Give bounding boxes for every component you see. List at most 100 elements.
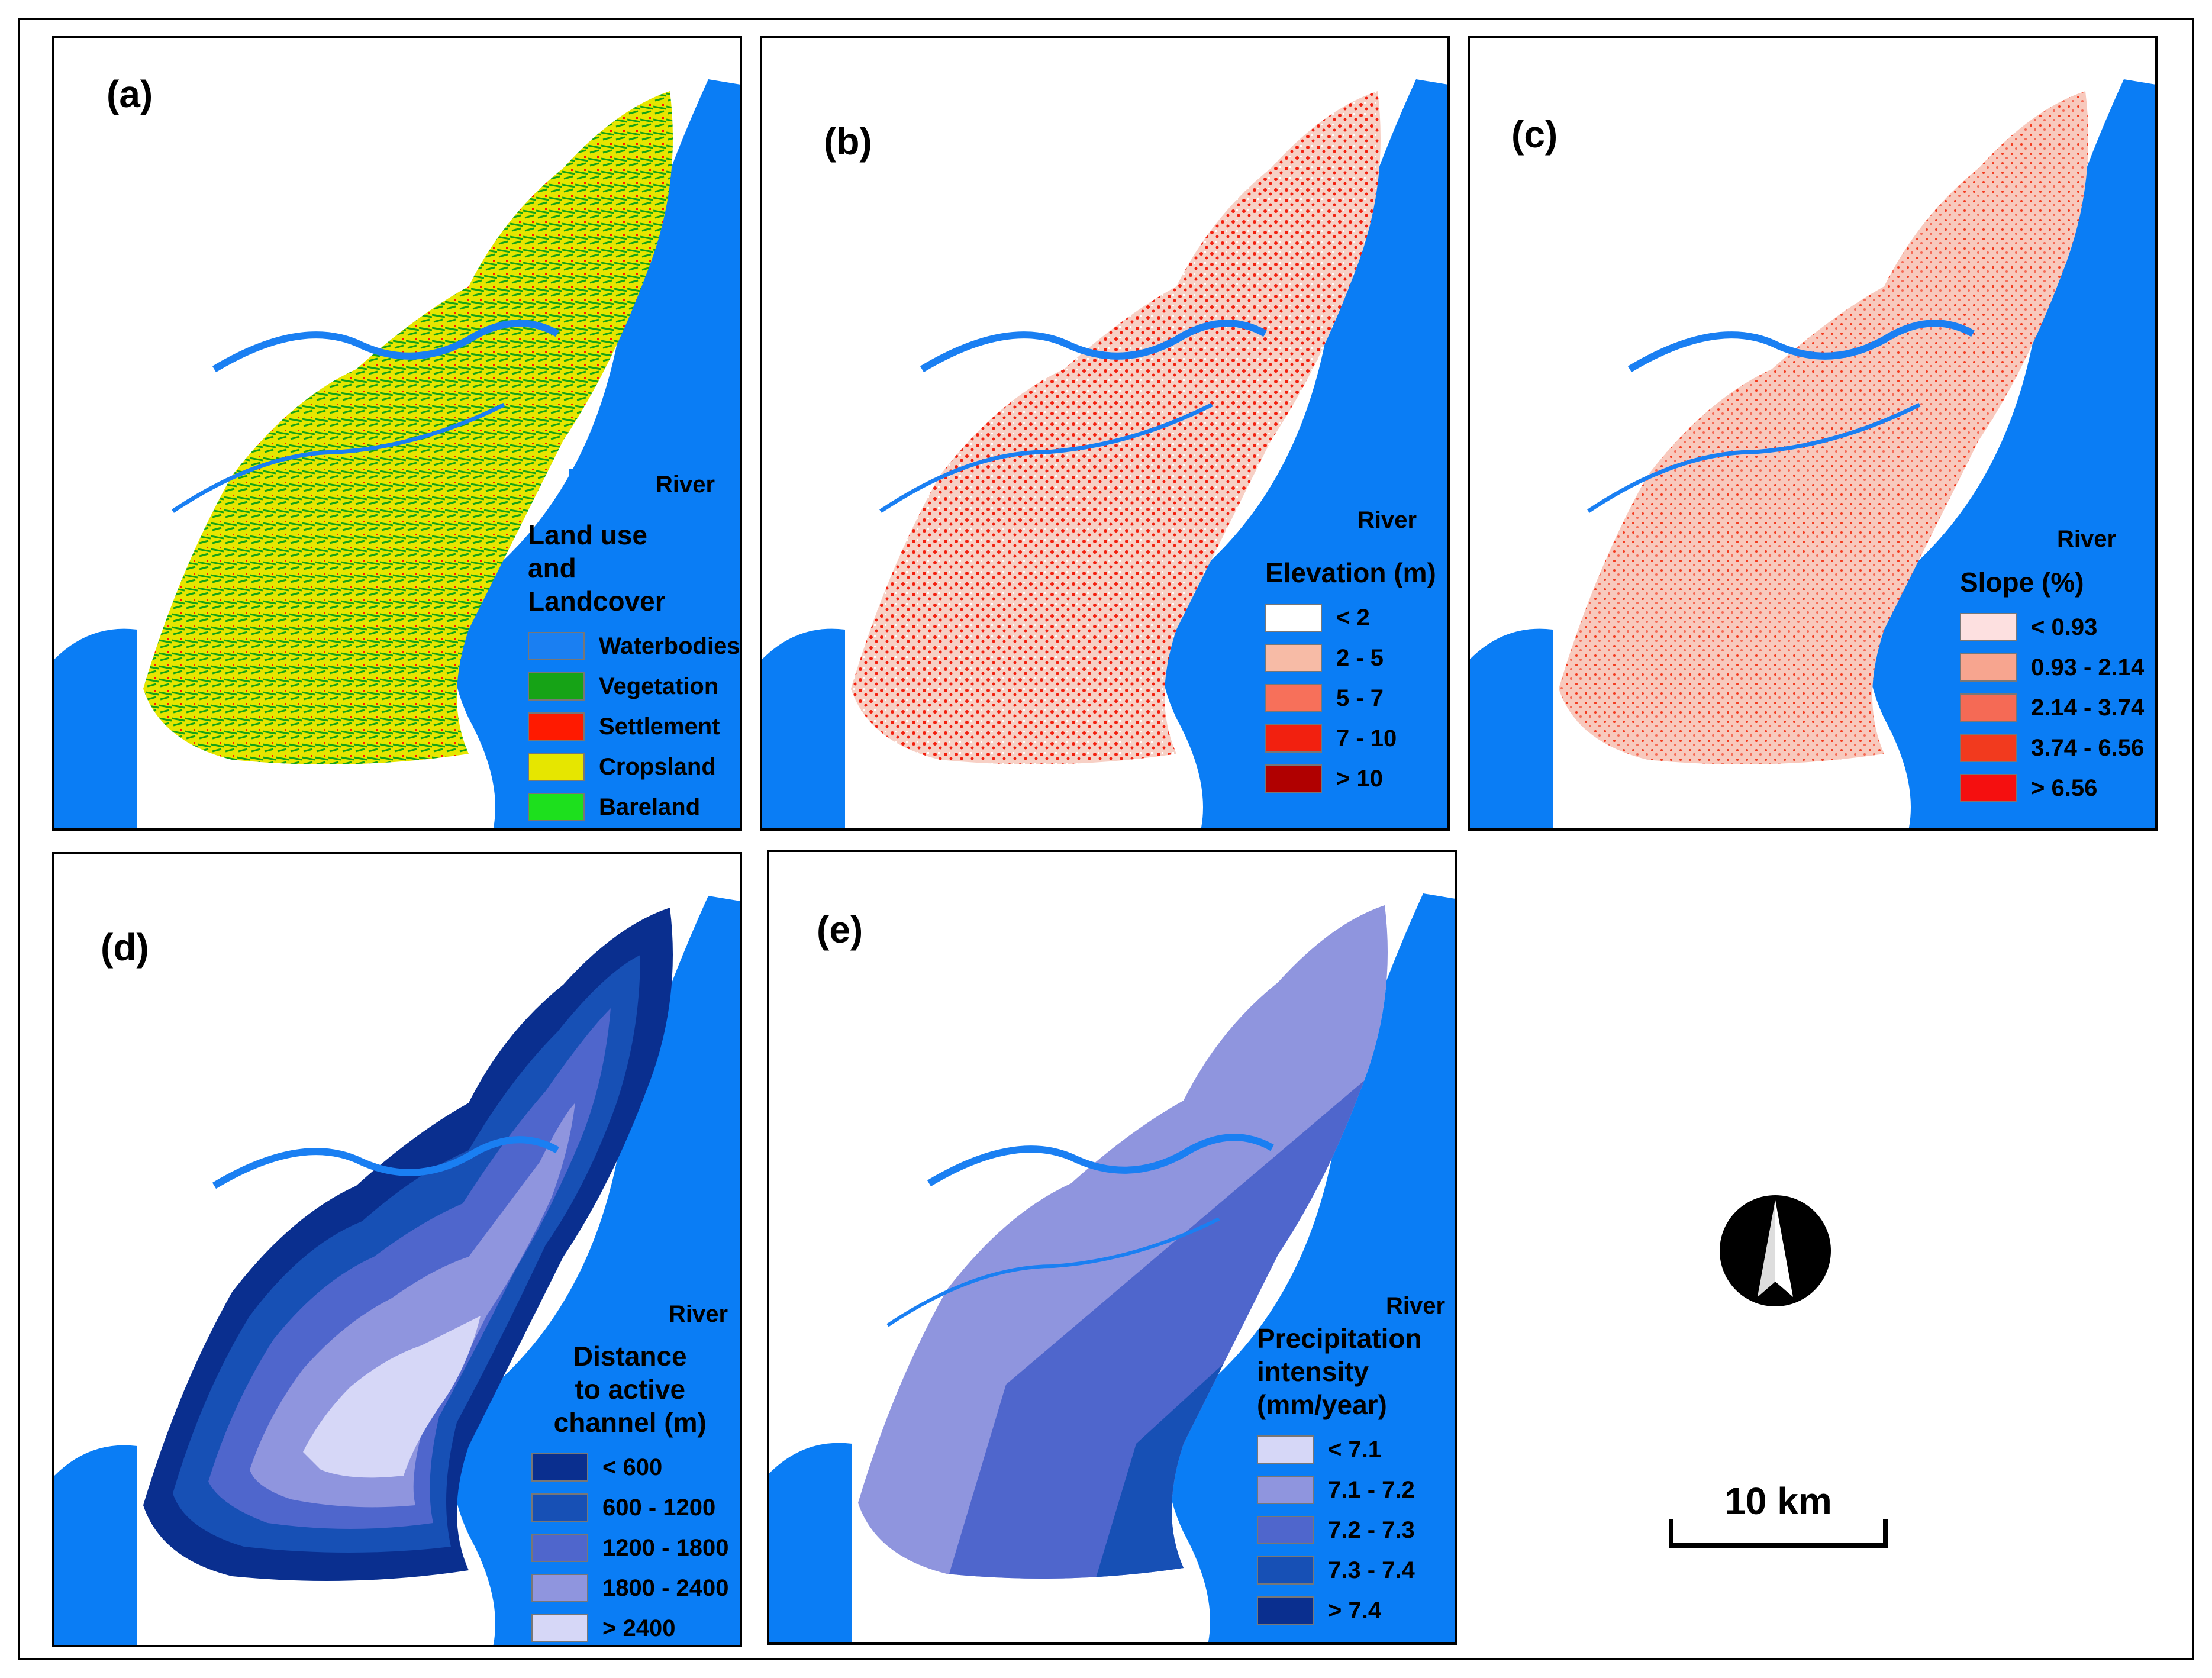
legend-label: 7.3 - 7.4: [1328, 1557, 1415, 1583]
legend-label: Waterbodies: [599, 633, 740, 659]
legend-swatch: [1257, 1476, 1314, 1504]
legend-item: Settlement: [528, 706, 740, 747]
legend-item: Bareland: [528, 787, 740, 827]
legend-item: 7.2 - 7.3: [1257, 1510, 1422, 1550]
legend-rows: Waterbodies Vegetation Settlement Cropsland…: [528, 626, 740, 827]
legend-label: 3.74 - 6.56: [2031, 734, 2145, 761]
legend-swatch: [531, 1574, 588, 1602]
legend-label: > 2400: [602, 1615, 676, 1641]
legend-label: < 7.1: [1328, 1436, 1382, 1463]
legend-label: > 10: [1336, 765, 1383, 792]
legend-swatch: [1265, 604, 1322, 632]
legend-swatch: [528, 672, 585, 701]
legend-item: < 600: [531, 1447, 729, 1487]
slope-legend: Slope (%) < 0.93 0.93 - 2.14 2.14 - 3.74 3.…: [1960, 566, 2144, 808]
legend-item: > 10: [1265, 759, 1436, 799]
legend-rows: < 600 600 - 1200 1200 - 1800 1800 - 2400 > 2…: [531, 1447, 729, 1645]
legend-swatch: [1257, 1556, 1314, 1585]
legend-swatch: [1265, 644, 1322, 672]
legend-item: > 2400: [531, 1608, 729, 1645]
legend-title: Distance to active channel (m): [553, 1341, 707, 1438]
legend-item: > 6.56: [1960, 768, 2144, 808]
river-legend: River: [1271, 504, 1417, 536]
panel-label: (d): [101, 926, 149, 969]
elevation-map: [762, 79, 1447, 828]
legend-swatch: [528, 753, 585, 781]
legend-rows: < 0.93 0.93 - 2.14 2.14 - 3.74 3.74 - 6.56 >…: [1960, 607, 2144, 808]
legend-item: 7 - 10: [1265, 718, 1436, 759]
legend-label: Bareland: [599, 793, 701, 820]
river-legend: River: [569, 469, 715, 501]
legend-swatch: [1960, 774, 2017, 802]
river-label: River: [669, 1301, 728, 1327]
distance-legend: Distance to active channel (m) < 600 600 …: [531, 1340, 729, 1645]
panel-c-slope: (c) River Slope (%) < 0.93 0.93 - 2.14 2.1…: [1468, 36, 2158, 831]
river-swatch: [1971, 523, 2039, 555]
legend-item: 7.3 - 7.4: [1257, 1550, 1422, 1590]
legend-item: 7.1 - 7.2: [1257, 1470, 1422, 1510]
legend-swatch: [531, 1614, 588, 1642]
legend-item: Vegetation: [528, 666, 740, 706]
legend-swatch: [1960, 734, 2017, 762]
legend-label: < 0.93: [2031, 614, 2098, 640]
legend-label: 7 - 10: [1336, 725, 1397, 751]
legend-swatch: [1960, 653, 2017, 682]
scale-label: 10 km: [1724, 1480, 1832, 1522]
legend-label: < 2: [1336, 604, 1370, 631]
legend-rows: < 2 2 - 5 5 - 7 7 - 10 > 10: [1265, 598, 1436, 799]
legend-item: 2.14 - 3.74: [1960, 688, 2144, 728]
river-swatch: [582, 1298, 651, 1330]
scale-bar: 10 km: [1669, 1479, 1888, 1556]
river-legend: River: [582, 1298, 728, 1330]
legend-swatch: [531, 1453, 588, 1482]
panel-e-precipitation: (e) River Precipitation intensity (mm/ye…: [767, 850, 1457, 1645]
legend-label: Vegetation: [599, 673, 719, 699]
legend-title: Elevation (m): [1265, 557, 1436, 588]
legend-item: < 2: [1265, 598, 1436, 638]
legend-label: > 7.4: [1328, 1597, 1382, 1624]
legend-item: 1800 - 2400: [531, 1568, 729, 1608]
river-label: River: [2057, 525, 2117, 552]
legend-label: Settlement: [599, 713, 720, 740]
legend-swatch: [1257, 1596, 1314, 1625]
river-swatch: [1271, 504, 1340, 536]
river-legend: River: [1300, 1290, 1445, 1322]
legend-title: Land use and Landcover: [528, 519, 666, 617]
precipitation-map: [769, 893, 1455, 1642]
land-use-legend: Land use and Landcover Waterbodies Vegeta…: [528, 518, 740, 827]
legend-item: Cropsland: [528, 747, 740, 787]
legend-title: Slope (%): [1960, 567, 2084, 598]
legend-swatch: [1960, 693, 2017, 722]
panel-label: (e): [817, 908, 863, 951]
legend-label: 0.93 - 2.14: [2031, 654, 2145, 680]
legend-swatch: [1265, 764, 1322, 793]
river-swatch: [569, 469, 638, 501]
legend-item: 2 - 5: [1265, 638, 1436, 678]
legend-rows: < 7.1 7.1 - 7.2 7.2 - 7.3 7.3 - 7.4 > 7.4: [1257, 1429, 1422, 1631]
legend-label: 7.2 - 7.3: [1328, 1516, 1415, 1543]
north-arrow-icon: [1717, 1193, 1833, 1312]
distance-map: [54, 896, 740, 1645]
land-use-map: [54, 79, 740, 828]
legend-swatch: [1960, 613, 2017, 641]
river-legend: River: [1971, 523, 2116, 555]
legend-label: 2.14 - 3.74: [2031, 694, 2145, 721]
legend-item: < 0.93: [1960, 607, 2144, 647]
legend-swatch: [531, 1493, 588, 1522]
panel-a-land-use: (a) River Land use and Landcover Waterbo…: [52, 36, 742, 831]
legend-label: > 6.56: [2031, 775, 2098, 801]
legend-item: 0.93 - 2.14: [1960, 647, 2144, 688]
legend-swatch: [528, 793, 585, 821]
slope-map: [1470, 79, 2155, 828]
legend-swatch: [1265, 724, 1322, 753]
legend-swatch: [531, 1534, 588, 1562]
legend-item: 600 - 1200: [531, 1487, 729, 1528]
river-label: River: [656, 471, 715, 498]
legend-swatch: [528, 712, 585, 741]
panel-label: (c): [1511, 113, 1558, 156]
legend-swatch: [1257, 1516, 1314, 1544]
legend-swatch: [1265, 684, 1322, 712]
legend-label: Cropsland: [599, 753, 716, 780]
legend-swatch: [1257, 1435, 1314, 1464]
legend-label: 1800 - 2400: [602, 1574, 729, 1601]
